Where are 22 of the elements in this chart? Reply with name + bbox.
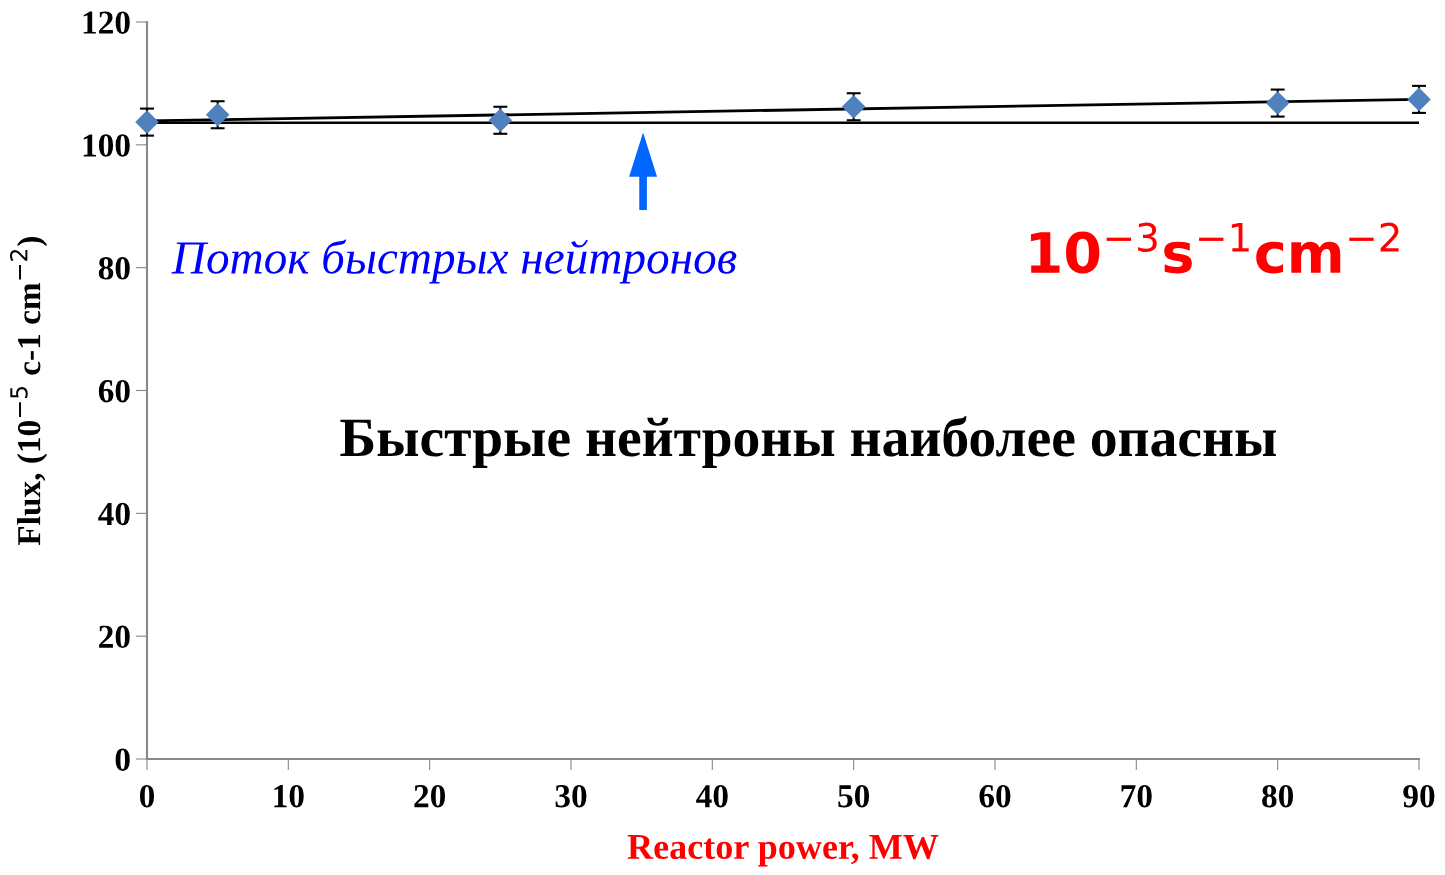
- x-tick-label: 0: [139, 784, 155, 808]
- y-tick-label: 120: [83, 11, 130, 34]
- x-tick-label: 70: [1121, 784, 1152, 808]
- x-tick-label: 20: [414, 784, 446, 808]
- y-tick-label: 40: [98, 502, 130, 526]
- annotation: Быстрые нейтроны наиболее опасны: [340, 416, 1276, 468]
- x-tick-label: 60: [979, 784, 1011, 808]
- x-tick-label: 10: [274, 784, 304, 808]
- x-tick-label: 90: [1403, 784, 1435, 808]
- x-axis-title: Reactor power, MW: [627, 835, 939, 867]
- y-tick-label: 100: [83, 134, 130, 157]
- x-tick-label: 50: [838, 784, 870, 808]
- y-tick-label: 80: [98, 257, 130, 280]
- y-axis-title: Flux, (10$^{−5}$ c-1 cm$^{−2}$): [10, 237, 48, 546]
- annotation: 10$^{−3}$s$^{−1}$cm$^{−2}$: [1030, 222, 1399, 274]
- y-tick-label: 20: [99, 625, 130, 649]
- x-tick-label: 80: [1262, 784, 1294, 808]
- y-tick-label: 0: [115, 748, 130, 771]
- y-tick-label: 60: [98, 379, 130, 403]
- x-tick-label: 40: [696, 784, 728, 808]
- annotation: Поток быстрых нейтронов: [171, 239, 737, 284]
- x-tick-label: 30: [555, 784, 587, 808]
